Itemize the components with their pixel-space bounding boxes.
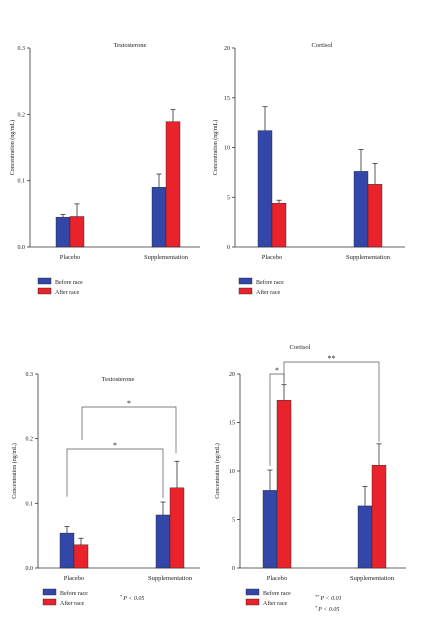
bar-before-race bbox=[155, 514, 171, 569]
y-tick-label: 10 bbox=[229, 469, 235, 475]
bar-before-race bbox=[55, 216, 71, 248]
y-axis-label: Concentration (ng/mL) bbox=[9, 120, 16, 176]
legend-after-race-swatch bbox=[245, 598, 260, 606]
x-category-label: Supplementation bbox=[346, 254, 391, 261]
significance-star: ** bbox=[328, 354, 336, 363]
p-value-note: *P < 0.05 bbox=[315, 605, 339, 614]
legend-before-race-label: Before race bbox=[60, 590, 88, 597]
y-tick-label: 10 bbox=[224, 146, 230, 152]
x-category-label: Placebo bbox=[262, 254, 283, 261]
bar-before-race bbox=[262, 490, 278, 569]
legend-before-race-label: Before race bbox=[55, 279, 83, 286]
y-tick-label: 0 bbox=[227, 245, 230, 251]
bar-after-race bbox=[367, 184, 383, 248]
bar-after-race bbox=[165, 121, 181, 248]
x-category-label: Supplementation bbox=[350, 575, 395, 582]
x-category-label: Supplementation bbox=[148, 575, 193, 582]
p-value-mark: * bbox=[315, 605, 318, 610]
y-tick-label: 0.0 bbox=[26, 566, 34, 572]
x-category-label: Placebo bbox=[60, 254, 81, 261]
legend-before-race-label: Before race bbox=[263, 590, 291, 597]
legend-before-race-swatch bbox=[37, 277, 52, 285]
y-tick-label: 20 bbox=[229, 372, 235, 378]
y-tick-label: 0.3 bbox=[18, 46, 26, 52]
legend-after-race-label: After race bbox=[256, 289, 280, 296]
bar-after-race bbox=[276, 399, 292, 569]
legend-after-race-swatch bbox=[37, 287, 52, 295]
y-axis-label: Concentration (ng/mL) bbox=[214, 443, 221, 499]
x-category-label: Placebo bbox=[64, 575, 85, 582]
legend: Before race After race bbox=[245, 588, 291, 607]
bar-after-race bbox=[271, 203, 287, 248]
chart-panel-2: Cortisol 0 5 10 15 20 Concentration (ng/mL) Pla… bbox=[212, 42, 405, 296]
x-category-label: Placebo bbox=[267, 575, 288, 582]
chart-title: Testosterone bbox=[114, 42, 147, 49]
legend-after-race-label: After race bbox=[263, 600, 287, 607]
significance-bracket bbox=[66, 448, 164, 499]
chart-panel-1: Testosterone 0.0 0.1 0.2 0.3 Concentration (n… bbox=[9, 42, 200, 296]
x-category-label: Supplementation bbox=[144, 254, 189, 261]
legend: Before race After race bbox=[37, 277, 83, 296]
chart-title: Cortisol bbox=[290, 344, 311, 351]
y-tick-label: 15 bbox=[229, 421, 235, 427]
y-tick-label: 0.3 bbox=[26, 372, 34, 378]
legend-after-race-label: After race bbox=[60, 600, 84, 607]
significance-star: * bbox=[113, 441, 117, 450]
y-tick-label: 15 bbox=[224, 96, 230, 102]
legend-before-race-swatch bbox=[245, 588, 260, 596]
bar-after-race bbox=[169, 487, 185, 569]
bar-before-race bbox=[151, 187, 167, 248]
p-value-mark: * bbox=[120, 594, 123, 599]
y-tick-label: 0.0 bbox=[18, 245, 26, 251]
significance-star: * bbox=[127, 399, 131, 408]
chart-title: Cortisol bbox=[312, 42, 333, 49]
p-value-text: P < 0.01 bbox=[320, 596, 342, 602]
bar-before-race bbox=[257, 130, 273, 248]
legend-after-race-swatch bbox=[238, 287, 253, 295]
legend-after-race-label: After race bbox=[55, 289, 79, 296]
chart-title: Testosterone bbox=[102, 376, 135, 383]
p-value-note: *P < 0.05 bbox=[120, 594, 144, 603]
chart-panel-4: Cortisol 0 5 10 15 20 Concentration (ng/mL) Pla… bbox=[214, 344, 406, 613]
y-tick-label: 0 bbox=[232, 566, 235, 572]
y-tick-label: 0.1 bbox=[18, 179, 26, 185]
p-value-mark: ** bbox=[315, 594, 320, 599]
y-tick-label: 0.2 bbox=[18, 112, 26, 118]
bar-before-race bbox=[59, 532, 75, 569]
significance-star: * bbox=[275, 366, 279, 375]
p-value-text: P < 0.05 bbox=[122, 596, 144, 602]
bar-before-race bbox=[353, 171, 369, 248]
legend: Before race After race bbox=[42, 588, 88, 607]
legend-after-race-swatch bbox=[42, 598, 57, 606]
y-axis-label: Concentration (ng/mL) bbox=[212, 120, 219, 176]
p-value-note: **P < 0.01 bbox=[315, 594, 342, 603]
bar-after-race bbox=[69, 216, 85, 248]
bar-after-race bbox=[73, 544, 89, 569]
y-axis-label: Concentration (ng/mL) bbox=[11, 443, 18, 499]
p-value-text: P < 0.05 bbox=[317, 607, 339, 613]
chart-panel-3: Testosterone 0.0 0.1 0.2 0.3 Concentration (n… bbox=[11, 372, 200, 607]
y-tick-label: 0.1 bbox=[26, 501, 34, 507]
legend-before-race-label: Before race bbox=[256, 279, 284, 286]
y-tick-label: 5 bbox=[227, 195, 230, 201]
significance-bracket bbox=[283, 361, 380, 442]
y-tick-label: 0.2 bbox=[26, 437, 34, 443]
y-tick-label: 5 bbox=[232, 518, 235, 524]
bar-before-race bbox=[357, 505, 373, 569]
significance-bracket bbox=[81, 406, 177, 454]
y-tick-label: 20 bbox=[224, 46, 230, 52]
legend-before-race-swatch bbox=[42, 588, 57, 596]
bar-after-race bbox=[371, 464, 387, 569]
legend-before-race-swatch bbox=[238, 277, 253, 285]
legend: Before race After race bbox=[238, 277, 284, 296]
